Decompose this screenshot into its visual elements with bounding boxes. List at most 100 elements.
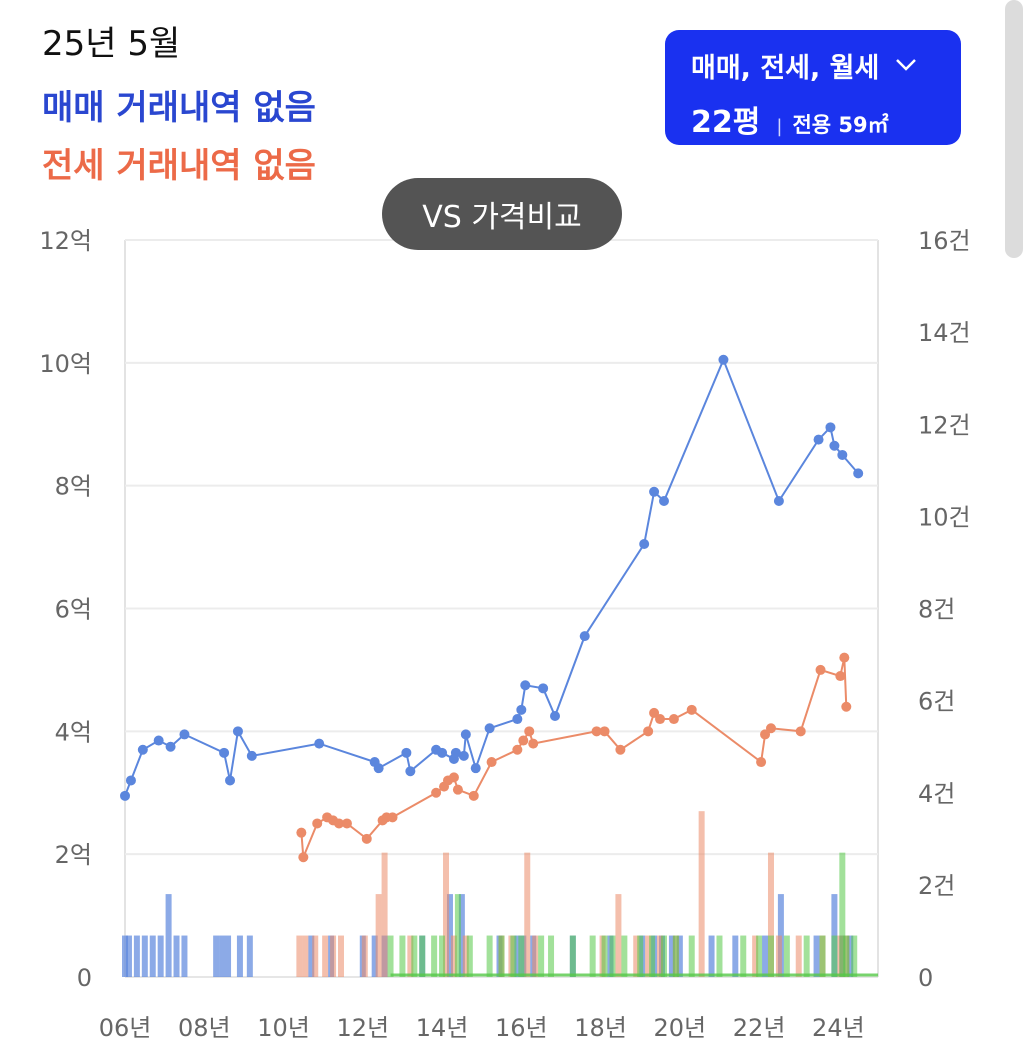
sale-point — [120, 790, 130, 801]
y-right-tick-label: 4건 — [918, 780, 955, 808]
jeonse-point — [431, 787, 442, 798]
volume-bar — [813, 935, 820, 977]
x-tick-label: 24년 — [812, 1014, 865, 1042]
sale-point — [437, 747, 448, 758]
volume-bar — [458, 894, 465, 977]
volume-bar — [375, 894, 382, 977]
volume-bar — [532, 935, 539, 977]
jeonse-point — [387, 812, 398, 823]
volume-bar — [819, 935, 826, 977]
volume-bar — [803, 935, 810, 977]
volume-bar — [322, 935, 329, 977]
jeonse-point — [643, 726, 654, 737]
volume-bar — [165, 894, 172, 977]
volume-bar — [698, 811, 705, 977]
size-area-label: 전용 59㎡ — [792, 113, 889, 137]
sale-point — [853, 468, 864, 479]
volume-bar — [419, 935, 426, 977]
volume-bar — [514, 935, 521, 977]
volume-bar — [371, 935, 378, 977]
vs-compare-button[interactable]: VS 가격비교 — [382, 178, 622, 250]
sale-point — [470, 763, 481, 774]
volume-bar — [296, 935, 303, 977]
volume-bar — [173, 935, 180, 977]
volume-bar — [851, 935, 858, 977]
volume-bar — [337, 935, 344, 977]
scrollbar[interactable] — [1005, 0, 1023, 258]
x-tick-label: 18년 — [574, 1014, 627, 1042]
volume-bar — [752, 935, 759, 977]
volume-bar — [740, 935, 747, 977]
volume-bar — [486, 935, 493, 977]
volume-bar — [312, 935, 319, 977]
y-right-tick-label: 2건 — [918, 872, 955, 900]
jeonse-point — [841, 701, 852, 712]
sale-point — [538, 683, 549, 694]
sale-point — [550, 710, 561, 721]
jeonse-point — [486, 757, 497, 768]
y-left-tick-label: 0 — [77, 964, 92, 992]
volume-bar — [672, 935, 679, 977]
trade-type-filter-button[interactable]: 매매, 전세, 월세 22평 | 전용 59㎡ — [665, 30, 961, 145]
volume-bar — [649, 935, 656, 977]
y-left-tick-label: 6억 — [55, 596, 92, 624]
jeonse-point — [815, 664, 826, 675]
volume-bar — [668, 935, 675, 977]
volume-bar — [141, 935, 148, 977]
sale-point — [813, 434, 824, 445]
volume-bar — [454, 894, 461, 977]
volume-bars — [122, 811, 878, 977]
volume-bar — [783, 935, 790, 977]
volume-bar — [399, 935, 406, 977]
jeonse-point — [468, 790, 479, 801]
sale-point — [225, 775, 236, 786]
sale-point — [219, 747, 230, 758]
volume-bar — [407, 935, 414, 977]
volume-bar — [149, 935, 156, 977]
sale-point — [516, 704, 527, 715]
volume-bar — [125, 935, 132, 977]
volume-bar — [157, 935, 164, 977]
x-tick-label: 10년 — [257, 1014, 310, 1042]
sale-point — [484, 723, 495, 734]
chart-grid — [124, 239, 879, 978]
y-right-tick-label: 8건 — [918, 596, 955, 624]
volume-bar — [302, 935, 309, 977]
sale-point — [825, 422, 836, 433]
sale-point — [246, 750, 257, 761]
jeonse-point — [835, 671, 846, 682]
volume-bar — [236, 935, 243, 977]
volume-bar — [767, 935, 774, 977]
x-tick-label: 06년 — [99, 1014, 152, 1042]
volume-bar — [381, 852, 388, 977]
sale-point — [401, 747, 412, 758]
chevron-down-icon — [895, 53, 917, 78]
volume-bar — [538, 935, 545, 977]
sale-point — [512, 714, 523, 725]
volume-bar — [847, 935, 854, 977]
y-right-tick-label: 16건 — [918, 227, 971, 255]
volume-bar — [181, 935, 188, 977]
jeonse-point — [756, 757, 767, 768]
jeonse-point — [528, 738, 539, 749]
sale-point — [137, 744, 148, 755]
jeonse-point — [312, 818, 323, 829]
volume-bar — [361, 935, 368, 977]
y-right-tick-label: 6건 — [918, 688, 955, 716]
volume-bar — [518, 935, 525, 977]
volume-bar — [387, 935, 394, 977]
y-right-tick-label: 14건 — [918, 319, 971, 347]
jeonse-price-line — [300, 657, 848, 858]
volume-bar — [466, 935, 473, 977]
sale-point — [718, 354, 729, 365]
sale-point — [179, 729, 190, 740]
size-pyeong-label: 22평 — [691, 105, 761, 140]
jeonse-point — [760, 729, 771, 740]
volume-bar — [732, 935, 739, 977]
volume-bar — [843, 935, 850, 977]
sale-point — [579, 631, 590, 642]
volume-bar — [439, 935, 446, 977]
sale-point — [153, 735, 164, 746]
volume-bar — [839, 852, 846, 977]
